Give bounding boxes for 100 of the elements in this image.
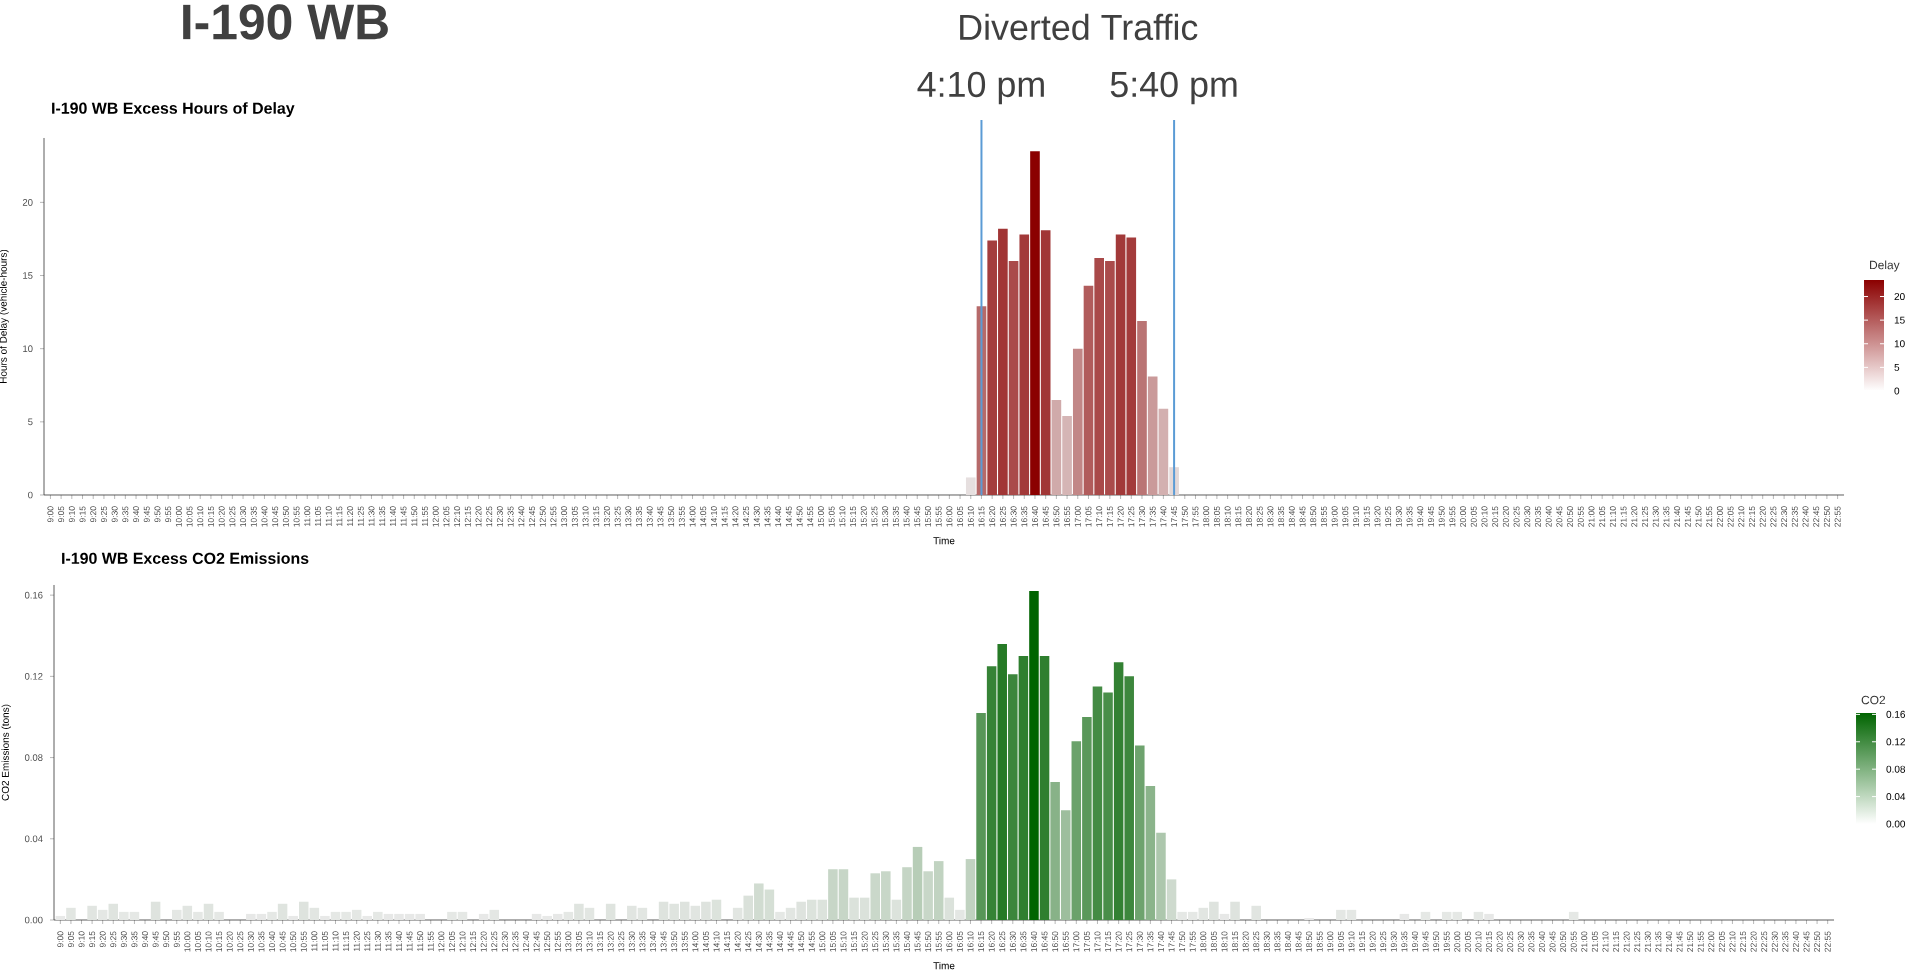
x-tick-label: 16:05 [957, 506, 964, 527]
bar [1137, 320, 1147, 495]
x-tick-label: 16:25 [999, 931, 1006, 952]
x-tick-label: 14:00 [692, 931, 699, 952]
x-tick-label: 18:10 [1221, 931, 1228, 952]
x-tick-label: 11:30 [374, 931, 381, 951]
x-tick-label: 21:50 [1695, 506, 1702, 527]
x-tick-label: 19:20 [1369, 931, 1376, 952]
x-tick-label: 18:50 [1310, 506, 1317, 527]
bar [1399, 913, 1410, 920]
x-tick-label: 18:25 [1256, 506, 1263, 527]
x-tick-label: 9:00 [47, 506, 54, 523]
x-tick-label: 14:10 [710, 506, 717, 527]
x-tick-label: 12:25 [491, 931, 498, 952]
x-tick-label: 19:45 [1422, 931, 1429, 952]
x-tick-label: 10:05 [194, 931, 201, 952]
x-tick-label: 12:00 [432, 506, 439, 527]
x-tick-label: 21:35 [1663, 506, 1670, 527]
x-tick-label: 17:35 [1149, 506, 1156, 527]
x-tick-label: 18:35 [1278, 506, 1285, 527]
x-tick-label: 11:55 [422, 506, 428, 526]
bar [1083, 285, 1094, 495]
x-tick-label: 19:25 [1380, 931, 1387, 952]
x-tick-label: 21:35 [1655, 931, 1662, 952]
x-tick-label: 15:30 [882, 506, 889, 527]
x-tick-label: 22:15 [1740, 931, 1747, 952]
x-tick-label: 20:40 [1545, 506, 1552, 527]
x-tick-label: 18:20 [1242, 931, 1249, 952]
x-tick-label: 12:35 [507, 506, 514, 527]
x-tick-label: 11:20 [347, 506, 354, 526]
bar [1158, 408, 1169, 495]
x-tick-label: 9:35 [131, 931, 138, 948]
x-tick-label: 20:45 [1556, 506, 1563, 527]
bar [1039, 656, 1050, 920]
x-tick-label: 16:55 [1064, 506, 1071, 527]
x-tick-label: 22:55 [1834, 506, 1841, 527]
x-tick-label: 19:15 [1363, 506, 1370, 527]
x-tick-label: 16:10 [967, 506, 974, 527]
color-bar-title: CO2 [1861, 695, 1886, 705]
bar [1166, 879, 1177, 920]
x-tick-label: 20:40 [1538, 931, 1545, 952]
x-tick-label: 14:40 [776, 931, 783, 952]
x-tick-label: 20:35 [1534, 506, 1541, 527]
x-tick-label: 18:25 [1253, 931, 1260, 952]
bar [1568, 911, 1579, 920]
color-bar-label: 0.04 [1886, 793, 1906, 801]
x-tick-label: 20:55 [1577, 506, 1584, 527]
x-tick-label: 22:25 [1770, 506, 1777, 527]
x-tick-label: 14:10 [713, 931, 720, 952]
x-tick-label: 17:55 [1189, 931, 1196, 952]
x-tick-label: 11:20 [353, 931, 360, 951]
x-tick-label: 12:40 [523, 931, 529, 952]
x-tick-label: 18:05 [1213, 506, 1220, 527]
x-tick-label: 19:50 [1438, 506, 1445, 527]
x-tick-label: 18:20 [1246, 506, 1253, 527]
y-tick-label: 0.12 [24, 672, 43, 680]
x-tick-label: 22:50 [1823, 506, 1830, 527]
x-tick-label: 22:05 [1718, 931, 1725, 952]
bar [1072, 348, 1083, 495]
x-tick-label: 14:05 [702, 931, 709, 952]
x-tick-label: 10:45 [272, 506, 279, 527]
bar [1040, 230, 1051, 495]
x-tick-label: 14:20 [732, 506, 739, 527]
y-tick-label: 10 [23, 345, 33, 353]
x-tick-label: 9:40 [133, 506, 140, 523]
x-tick-label: 11:35 [385, 931, 392, 951]
x-tick-label: 9:35 [122, 506, 129, 523]
x-tick-label: 9:50 [163, 931, 170, 948]
bar [1019, 234, 1030, 495]
x-tick-label: 18:00 [1200, 931, 1207, 952]
x-tick-label: 15:45 [914, 506, 921, 527]
x-tick-label: 20:05 [1464, 931, 1471, 952]
chart-title: I-190 WB Excess CO2 Emissions [62, 552, 309, 564]
x-tick-label: 19:40 [1417, 506, 1424, 527]
x-tick-label: 21:15 [1613, 931, 1620, 952]
x-tick-label: 12:15 [464, 506, 471, 527]
x-tick-label: 15:20 [861, 931, 868, 952]
x-tick-label: 10:40 [261, 506, 268, 527]
x-tick-label: 20:15 [1492, 506, 1499, 527]
x-tick-label: 14:30 [755, 931, 762, 952]
x-tick-label: 16:20 [988, 931, 995, 952]
x-tick-label: 22:20 [1750, 931, 1757, 952]
x-tick-label: 14:35 [766, 931, 773, 952]
x-tick-label: 9:05 [67, 931, 74, 948]
x-tick-label: 11:25 [364, 931, 371, 951]
x-tick-label: 15:15 [850, 506, 857, 527]
x-tick-label: 22:20 [1759, 506, 1766, 527]
x-tick-label: 13:40 [649, 931, 656, 952]
x-tick-label: 21:45 [1684, 506, 1691, 527]
x-tick-label: 17:00 [1074, 506, 1081, 527]
x-tick-label: 17:05 [1085, 506, 1092, 527]
x-tick-label: 13:55 [678, 506, 685, 527]
x-tick-label: 19:30 [1390, 931, 1397, 952]
x-tick-label: 19:30 [1395, 506, 1402, 527]
x-tick-label: 11:50 [417, 931, 424, 951]
y-tick-label: 15 [23, 272, 33, 279]
x-tick-label: 14:30 [753, 506, 760, 527]
x-tick-label: 12:50 [544, 931, 551, 952]
x-tick-label: 9:10 [78, 931, 85, 948]
x-tick-label: 21:55 [1697, 931, 1704, 952]
